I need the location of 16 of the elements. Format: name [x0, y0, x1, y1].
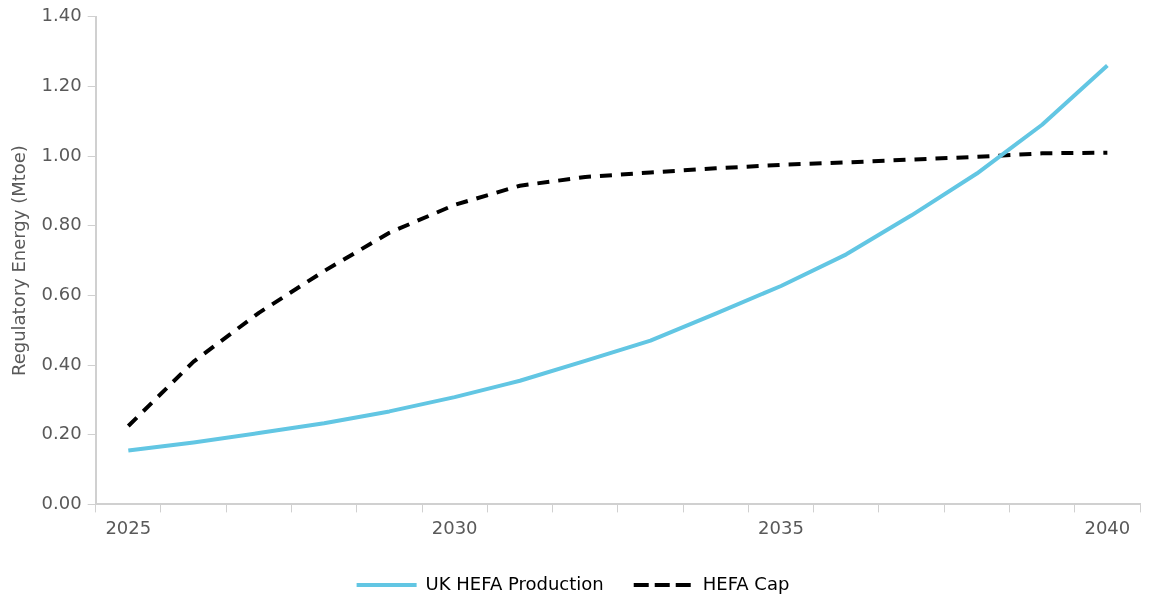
y-tick-label: 0.20 [41, 422, 82, 444]
y-tick-label: 0.00 [41, 492, 82, 514]
x-tick-label: 2030 [431, 516, 478, 538]
y-tick-label: 0.80 [41, 213, 82, 235]
x-tick-label: 2025 [105, 516, 152, 538]
legend-label: UK HEFA Production [425, 572, 604, 594]
legend-label: HEFA Cap [702, 572, 790, 594]
y-tick-label: 1.00 [41, 143, 82, 165]
x-tick-label: 2040 [1084, 516, 1131, 538]
line-series [126, 150, 1110, 429]
y-tick-label: 0.60 [41, 283, 82, 305]
y-tick-label: 0.40 [41, 352, 82, 374]
y-tick-label: 1.20 [41, 74, 82, 96]
x-tick-label: 2035 [758, 516, 804, 538]
y-axis-title: Regulatory Energy (Mtoe) [8, 145, 30, 377]
y-tick-label: 1.40 [41, 4, 82, 26]
